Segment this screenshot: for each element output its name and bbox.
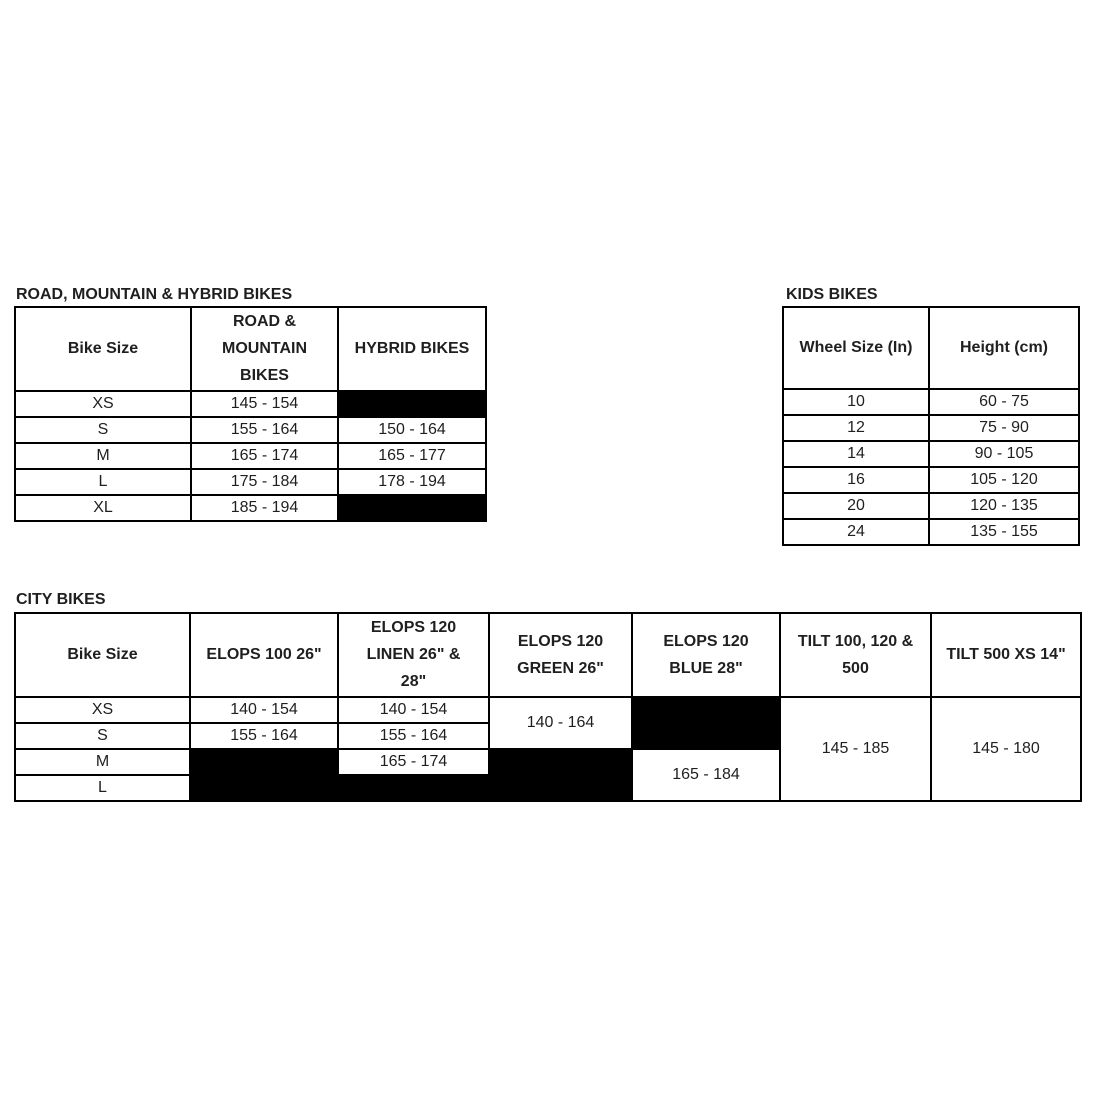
- table-row: XS 140 - 154 140 - 154 140 - 164 145 - 1…: [14, 695, 1082, 802]
- city-header-elops-120-blue: ELOPS 120 BLUE 28": [631, 612, 781, 698]
- table-header-row: Bike Size ROAD & MOUNTAIN BIKES HYBRID B…: [14, 306, 487, 392]
- road-xl-road-mountain-range: 185 - 194: [190, 493, 339, 522]
- road-s-road-mountain-range: 155 - 164: [190, 415, 339, 444]
- kids-height-10: 60 - 75: [928, 388, 1080, 416]
- road-table-title: ROAD, MOUNTAIN & HYBRID BIKES: [16, 286, 293, 303]
- table-row: 10 60 - 75: [782, 388, 1080, 416]
- city-header-elops-100: ELOPS 100 26": [189, 612, 339, 698]
- kids-height-12: 75 - 90: [928, 414, 1080, 442]
- table-header-row: Wheel Size (In) Height (cm): [782, 306, 1080, 390]
- kids-wheel-14: 14: [782, 440, 930, 468]
- kids-wheel-10: 10: [782, 388, 930, 416]
- table-row: XS 145 - 154: [14, 389, 487, 418]
- table-row: 20 120 - 135: [782, 492, 1080, 520]
- road-l-size: L: [14, 467, 192, 496]
- table-row: L 175 - 184 178 - 194: [14, 467, 487, 496]
- road-xl-size: XL: [14, 493, 192, 522]
- blocked-cell: [631, 695, 781, 750]
- kids-wheel-16: 16: [782, 466, 930, 494]
- kids-header-wheel-size: Wheel Size (In): [782, 306, 930, 390]
- road-m-size: M: [14, 441, 192, 470]
- road-s-size: S: [14, 415, 192, 444]
- city-elops-120-blue-m-l-range: 165 - 184: [631, 747, 781, 802]
- kids-wheel-12: 12: [782, 414, 930, 442]
- road-header-road-mountain: ROAD & MOUNTAIN BIKES: [190, 306, 339, 392]
- road-l-hybrid-range: 178 - 194: [337, 467, 487, 496]
- table-row: 16 105 - 120: [782, 466, 1080, 494]
- table-row: S 155 - 164 155 - 164: [14, 721, 1081, 750]
- road-l-road-mountain-range: 175 - 184: [190, 467, 339, 496]
- kids-height-24: 135 - 155: [928, 518, 1080, 546]
- city-elops-100-s-range: 155 - 164: [189, 721, 339, 750]
- kids-bikes-table: Wheel Size (In) Height (cm) 10 60 - 75 1…: [782, 306, 1080, 546]
- kids-table-title: KIDS BIKES: [786, 286, 878, 303]
- city-tilt-100-120-500-range: 145 - 185: [779, 695, 932, 802]
- blocked-cell: [337, 493, 487, 522]
- kids-height-14: 90 - 105: [928, 440, 1080, 468]
- city-header-tilt-100-120-500: TILT 100, 120 & 500: [779, 612, 932, 698]
- table-row: 24 135 - 155: [782, 518, 1080, 546]
- table-row: S 155 - 164 150 - 164: [14, 415, 487, 444]
- city-elops-100-xs-range: 140 - 154: [189, 695, 339, 724]
- city-elops-120-linen-s-range: 155 - 164: [337, 721, 490, 750]
- road-xs-size: XS: [14, 389, 192, 418]
- table-row: 12 75 - 90: [782, 414, 1080, 442]
- road-m-hybrid-range: 165 - 177: [337, 441, 487, 470]
- road-mountain-hybrid-table: Bike Size ROAD & MOUNTAIN BIKES HYBRID B…: [14, 306, 487, 522]
- table-row: L: [14, 773, 1081, 802]
- city-elops-120-linen-xs-range: 140 - 154: [337, 695, 490, 724]
- table-row: 14 90 - 105: [782, 440, 1080, 468]
- kids-header-height: Height (cm): [928, 306, 1080, 390]
- table-row: M 165 - 174 165 - 184: [14, 747, 1081, 802]
- city-xs-size: XS: [14, 695, 191, 724]
- table-row: XL 185 - 194: [14, 493, 487, 522]
- city-header-bike-size: Bike Size: [14, 612, 191, 698]
- kids-wheel-20: 20: [782, 492, 930, 520]
- blocked-cell: [488, 747, 633, 802]
- road-header-bike-size: Bike Size: [14, 306, 192, 392]
- kids-height-16: 105 - 120: [928, 466, 1080, 494]
- city-header-elops-120-linen: ELOPS 120 LINEN 26" & 28": [337, 612, 490, 698]
- table-row: M 165 - 174 165 - 177: [14, 441, 487, 470]
- blocked-cell: [337, 389, 487, 418]
- kids-height-20: 120 - 135: [928, 492, 1080, 520]
- kids-wheel-24: 24: [782, 518, 930, 546]
- table-header-row: Bike Size ELOPS 100 26" ELOPS 120 LINEN …: [14, 612, 1082, 698]
- blocked-cell: [337, 773, 490, 802]
- road-xs-road-mountain-range: 145 - 154: [190, 389, 339, 418]
- city-s-size: S: [14, 721, 191, 750]
- city-header-elops-120-green: ELOPS 120 GREEN 26": [488, 612, 633, 698]
- city-bikes-table: Bike Size ELOPS 100 26" ELOPS 120 LINEN …: [14, 612, 1082, 802]
- blocked-cell: [189, 747, 339, 802]
- road-header-hybrid: HYBRID BIKES: [337, 306, 487, 392]
- city-l-size: L: [14, 773, 191, 802]
- city-elops-120-green-xs-s-range: 140 - 164: [488, 695, 633, 750]
- road-s-hybrid-range: 150 - 164: [337, 415, 487, 444]
- city-elops-120-linen-m-range: 165 - 174: [337, 747, 490, 776]
- city-tilt-500-xs-range: 145 - 180: [930, 695, 1082, 802]
- city-table-title: CITY BIKES: [16, 591, 106, 608]
- city-m-size: M: [14, 747, 191, 776]
- city-header-tilt-500-xs: TILT 500 XS 14": [930, 612, 1082, 698]
- road-m-road-mountain-range: 165 - 174: [190, 441, 339, 470]
